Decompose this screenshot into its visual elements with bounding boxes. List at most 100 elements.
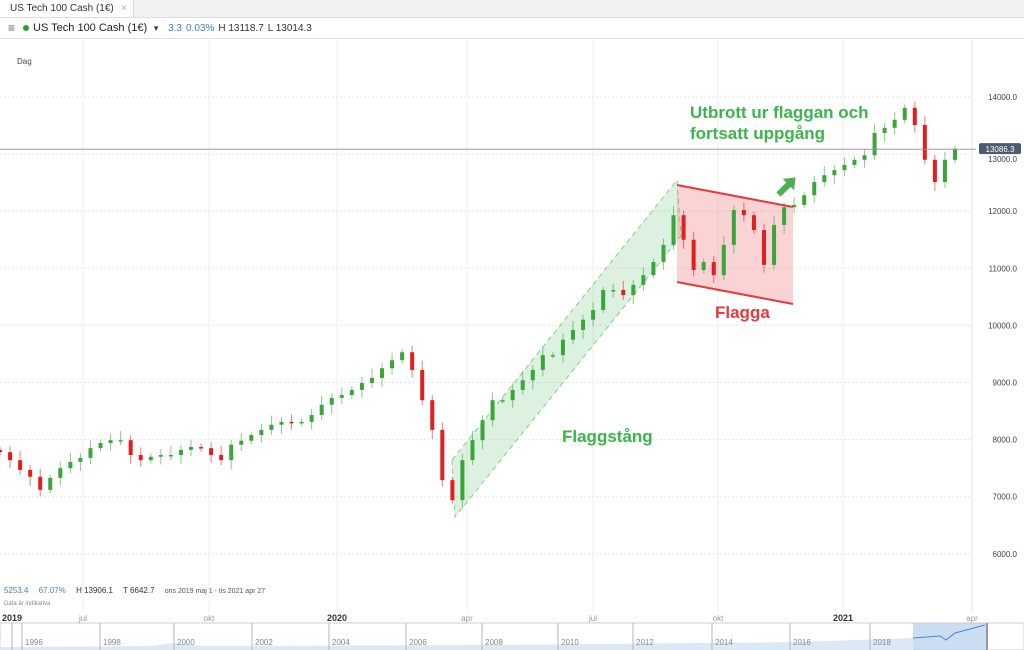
candle-body — [581, 319, 586, 330]
breakout-text-line1: Utbrott ur flaggan och — [690, 103, 869, 122]
period-change: 5253.4 — [4, 586, 29, 595]
candle-body — [802, 195, 807, 205]
navigator-year-label: 2016 — [793, 638, 811, 647]
candle-body — [631, 284, 636, 296]
candle-body — [8, 452, 13, 461]
candle-body — [269, 424, 274, 430]
candle-body — [199, 447, 204, 449]
breakout-arrow-icon — [776, 177, 796, 197]
candle-body — [832, 170, 837, 176]
x-tick-label: apr — [461, 614, 473, 623]
tab-title: US Tech 100 Cash (1€) — [10, 3, 114, 14]
y-tick-label: 10000.0 — [988, 321, 1017, 330]
candle-body — [772, 224, 777, 265]
candle-body — [731, 210, 736, 245]
candle-body — [339, 395, 344, 398]
last-price-badge — [979, 143, 1021, 155]
candle-body — [510, 389, 515, 401]
candle-body — [359, 383, 364, 390]
instrument-header: ≡ US Tech 100 Cash (1€) ▼ 3.3 0.03% H 13… — [0, 18, 1024, 39]
change-value: 3.3 — [168, 22, 182, 34]
navigator-year-label: 2012 — [636, 638, 654, 647]
candle-body — [28, 469, 33, 477]
period-high: H 13906.1 — [76, 586, 113, 595]
candle-body — [88, 448, 93, 458]
navigator-year-label: 1996 — [25, 638, 43, 647]
navigator-year-label: 2000 — [177, 638, 195, 647]
candle-body — [460, 460, 465, 501]
candle-body — [671, 215, 676, 245]
candle-body — [470, 440, 475, 461]
change-percent: 0.03% — [185, 22, 215, 34]
candle-body — [651, 262, 656, 276]
candle-body — [440, 429, 445, 481]
candle-body — [862, 155, 867, 160]
y-tick-label: 13000.0 — [988, 155, 1017, 164]
candle-body — [922, 124, 927, 160]
candle-body — [78, 457, 83, 462]
flag-bottom-line — [676, 281, 794, 305]
candle-body — [168, 455, 173, 457]
candle-body — [751, 215, 756, 231]
y-tick-label: 9000.0 — [993, 379, 1018, 388]
candle-body — [882, 127, 887, 133]
candle-body — [98, 443, 103, 449]
candle-body — [108, 440, 113, 444]
disclaimer: Data är indikativa — [4, 601, 51, 607]
candle-body — [892, 119, 897, 128]
candle-body — [490, 400, 495, 421]
y-tick-label: 11000.0 — [989, 264, 1018, 273]
tab-instrument[interactable]: US Tech 100 Cash (1€) × — [0, 0, 134, 17]
candle-body — [711, 262, 716, 276]
navigator-year-label: 2010 — [561, 638, 579, 647]
navigator-year-label: 1998 — [103, 638, 121, 647]
x-tick-label: jul — [78, 614, 87, 623]
x-tick-label: 2021 — [833, 613, 853, 623]
candle-body — [58, 468, 63, 478]
chevron-down-icon[interactable]: ▼ — [152, 23, 161, 33]
x-tick-label: 2020 — [327, 613, 347, 623]
navigator-year-label: 2008 — [485, 638, 503, 647]
period-range: ons 2019 maj 1 - tis 2021 apr 27 — [164, 588, 266, 595]
y-tick-label: 12000.0 — [988, 207, 1017, 216]
close-icon[interactable]: × — [121, 3, 127, 14]
candle-body — [520, 380, 525, 390]
instrument-title[interactable]: US Tech 100 Cash (1€) — [33, 21, 148, 34]
candle-body — [450, 480, 455, 501]
navigator-year-label: 2002 — [255, 638, 273, 647]
candle-body — [932, 159, 937, 183]
candle-body — [601, 289, 606, 310]
x-tick-label: jul — [588, 614, 597, 623]
candle-body — [741, 210, 746, 216]
last-price-label: 13086.3 — [986, 145, 1015, 154]
x-tick-label: 2019 — [2, 613, 22, 623]
x-tick-label: okt — [713, 614, 724, 623]
candle-body — [792, 204, 797, 208]
candle-body — [953, 149, 957, 160]
x-tick-label: okt — [204, 614, 215, 623]
candle-body — [420, 369, 425, 401]
candle-body — [852, 159, 857, 165]
candle-body — [309, 415, 314, 422]
hamburger-icon[interactable]: ≡ — [8, 20, 16, 35]
candle-body — [380, 368, 384, 378]
candle-body — [0, 449, 2, 453]
y-tick-label: 6000.0 — [993, 550, 1018, 559]
high-value: H 13118.7 — [218, 22, 264, 34]
candle-body — [369, 377, 374, 384]
candle-body — [540, 355, 545, 370]
candle-body — [299, 421, 304, 424]
candle-body — [782, 207, 787, 225]
candle-body — [249, 435, 254, 441]
candle-body — [691, 239, 696, 271]
candle-body — [560, 339, 565, 356]
candle-body — [349, 389, 354, 396]
candle-body — [178, 449, 183, 456]
candle-body — [259, 429, 264, 436]
candle-body — [158, 455, 163, 457]
candle-body — [128, 440, 133, 456]
low-value: L 13014.3 — [267, 22, 312, 34]
tab-bar: US Tech 100 Cash (1€) × — [0, 0, 1024, 18]
candle-body — [571, 329, 575, 340]
